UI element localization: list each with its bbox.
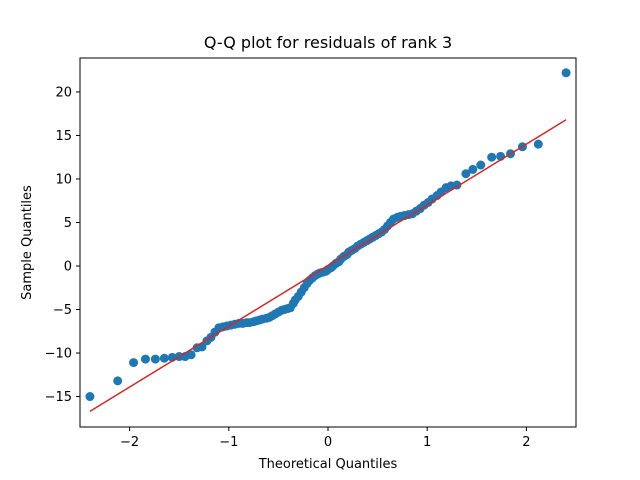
data-point [129, 358, 139, 368]
x-tick-label: 2 [522, 435, 530, 450]
data-point [186, 350, 196, 360]
y-tick-label: 5 [64, 216, 72, 231]
x-tick-label: 0 [324, 435, 332, 450]
plot-marks [85, 68, 571, 412]
data-point [487, 152, 497, 162]
data-point [140, 354, 150, 364]
y-tick-label: −15 [45, 390, 72, 405]
x-tick-label: −1 [219, 435, 238, 450]
x-tick-label: 1 [423, 435, 431, 450]
data-point [85, 392, 95, 402]
y-tick-label: 15 [55, 129, 72, 144]
y-tick-label: −10 [45, 347, 72, 362]
chart-title: Q-Q plot for residuals of rank 3 [204, 33, 452, 52]
data-point [561, 68, 571, 78]
x-axis-label: Theoretical Quantiles [258, 457, 398, 472]
data-point [468, 164, 478, 174]
data-point [159, 353, 169, 363]
data-point [150, 354, 160, 364]
data-point [533, 139, 543, 149]
reference-line [89, 119, 567, 412]
y-tick-label: 10 [55, 172, 72, 187]
y-tick-label: 20 [55, 85, 72, 100]
data-point [113, 376, 123, 386]
data-point [461, 169, 471, 179]
y-tick-label: −5 [53, 303, 72, 318]
y-tick-label: 0 [64, 259, 72, 274]
data-point [476, 160, 486, 170]
x-tick-label: −2 [120, 435, 139, 450]
y-axis-label: Sample Quantiles [20, 185, 35, 300]
